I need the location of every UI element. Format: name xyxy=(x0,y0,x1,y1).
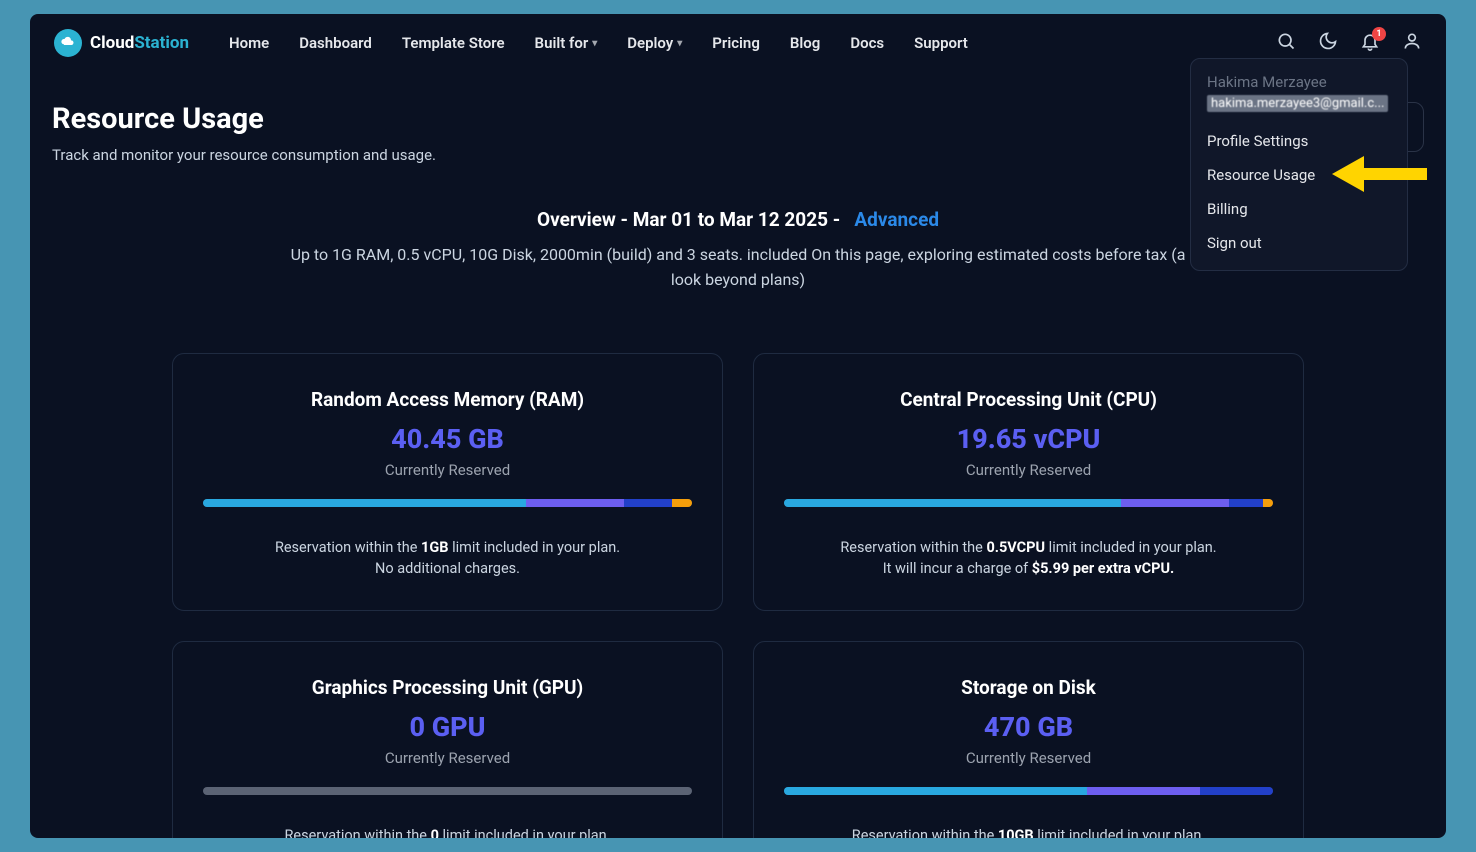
card-title: Random Access Memory (RAM) xyxy=(203,388,692,411)
overview-description: Up to 1G RAM, 0.5 vCPU, 10G Disk, 2000mi… xyxy=(288,243,1188,293)
logo[interactable]: CloudStation xyxy=(54,29,189,57)
page-title: Resource Usage xyxy=(52,102,436,136)
nav-dashboard[interactable]: Dashboard xyxy=(299,34,372,52)
logo-text: CloudStation xyxy=(90,33,189,53)
cpu-bar xyxy=(784,499,1273,507)
card-title: Central Processing Unit (CPU) xyxy=(784,388,1273,411)
page-subtitle: Track and monitor your resource consumpt… xyxy=(52,146,436,164)
ram-bar xyxy=(203,499,692,507)
moon-icon[interactable] xyxy=(1318,31,1338,55)
chevron-down-icon: ▾ xyxy=(677,38,682,49)
nav-support[interactable]: Support xyxy=(914,34,968,52)
dropdown-user-name: Hakima Merzayee xyxy=(1207,73,1391,91)
cpu-card: Central Processing Unit (CPU) 19.65 vCPU… xyxy=(753,353,1304,612)
card-note: Reservation within the 10GB limit includ… xyxy=(784,825,1273,838)
ram-value: 40.45 GB xyxy=(203,423,692,455)
card-note: Reservation within the 0 limit included … xyxy=(203,825,692,838)
main-nav: Home Dashboard Template Store Built for▾… xyxy=(229,34,1276,52)
dropdown-sign-out[interactable]: Sign out xyxy=(1191,226,1407,260)
chevron-down-icon: ▾ xyxy=(592,38,597,49)
overview-title: Overview - Mar 01 to Mar 12 2025 - xyxy=(537,208,845,231)
card-title: Graphics Processing Unit (GPU) xyxy=(203,676,692,699)
nav-home[interactable]: Home xyxy=(229,34,269,52)
gpu-card: Graphics Processing Unit (GPU) 0 GPU Cur… xyxy=(172,641,723,838)
card-title: Storage on Disk xyxy=(784,676,1273,699)
dropdown-user-email: hakima.merzayee3@gmail.c... xyxy=(1207,95,1388,112)
disk-bar xyxy=(784,787,1273,795)
cpu-value: 19.65 vCPU xyxy=(784,423,1273,455)
nav-blog[interactable]: Blog xyxy=(790,34,820,52)
card-note: Reservation within the 0.5VCPU limit inc… xyxy=(784,537,1273,581)
disk-card: Storage on Disk 470 GB Currently Reserve… xyxy=(753,641,1304,838)
card-sub: Currently Reserved xyxy=(784,461,1273,479)
nav-pricing[interactable]: Pricing xyxy=(712,34,760,52)
card-note: Reservation within the 1GB limit include… xyxy=(203,537,692,581)
ram-card: Random Access Memory (RAM) 40.45 GB Curr… xyxy=(172,353,723,612)
card-sub: Currently Reserved xyxy=(203,749,692,767)
plan-badge[interactable]: Advanced xyxy=(854,208,939,231)
nav-docs[interactable]: Docs xyxy=(850,34,884,52)
notification-badge: 1 xyxy=(1372,27,1386,41)
nav-deploy[interactable]: Deploy▾ xyxy=(627,34,682,52)
card-sub: Currently Reserved xyxy=(203,461,692,479)
gpu-bar xyxy=(203,787,692,795)
disk-value: 470 GB xyxy=(784,711,1273,743)
annotation-arrow-icon xyxy=(1332,152,1432,200)
gpu-value: 0 GPU xyxy=(203,711,692,743)
card-sub: Currently Reserved xyxy=(784,749,1273,767)
user-icon[interactable] xyxy=(1402,31,1422,55)
logo-icon xyxy=(54,29,82,57)
nav-template-store[interactable]: Template Store xyxy=(402,34,505,52)
bell-icon[interactable]: 1 xyxy=(1360,31,1380,55)
nav-built-for[interactable]: Built for▾ xyxy=(535,34,598,52)
search-icon[interactable] xyxy=(1276,31,1296,55)
